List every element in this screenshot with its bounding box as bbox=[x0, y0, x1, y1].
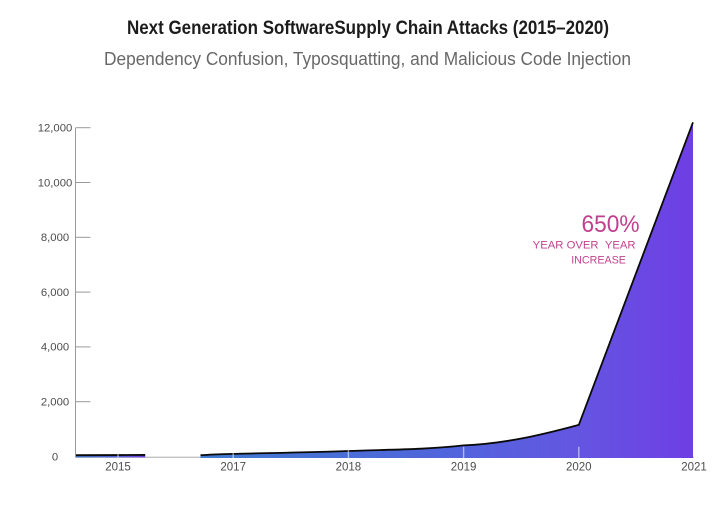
svg-text:12,000: 12,000 bbox=[38, 123, 73, 135]
svg-text:2020: 2020 bbox=[566, 462, 592, 474]
svg-text:2015: 2015 bbox=[105, 462, 131, 474]
svg-text:2018: 2018 bbox=[336, 462, 362, 474]
svg-text:0: 0 bbox=[52, 451, 58, 463]
svg-text:650%: 650% bbox=[582, 211, 640, 238]
svg-text:Dependency Confusion, Typosqua: Dependency Confusion, Typosquatting, and… bbox=[104, 48, 631, 69]
svg-text:10,000: 10,000 bbox=[38, 177, 73, 189]
svg-text:2019: 2019 bbox=[451, 462, 477, 474]
svg-text:8,000: 8,000 bbox=[41, 232, 69, 244]
svg-text:4,000: 4,000 bbox=[41, 342, 69, 354]
svg-text:YEAR OVER YEAR: YEAR OVER YEAR bbox=[533, 239, 636, 251]
svg-text:2021: 2021 bbox=[681, 462, 707, 474]
svg-text:6,000: 6,000 bbox=[41, 287, 69, 299]
svg-text:INCREASE: INCREASE bbox=[571, 255, 626, 267]
svg-text:2017: 2017 bbox=[220, 462, 246, 474]
svg-text:2,000: 2,000 bbox=[41, 397, 69, 409]
svg-text:Next Generation SoftwareSupply: Next Generation SoftwareSupply Chain Att… bbox=[127, 18, 609, 39]
